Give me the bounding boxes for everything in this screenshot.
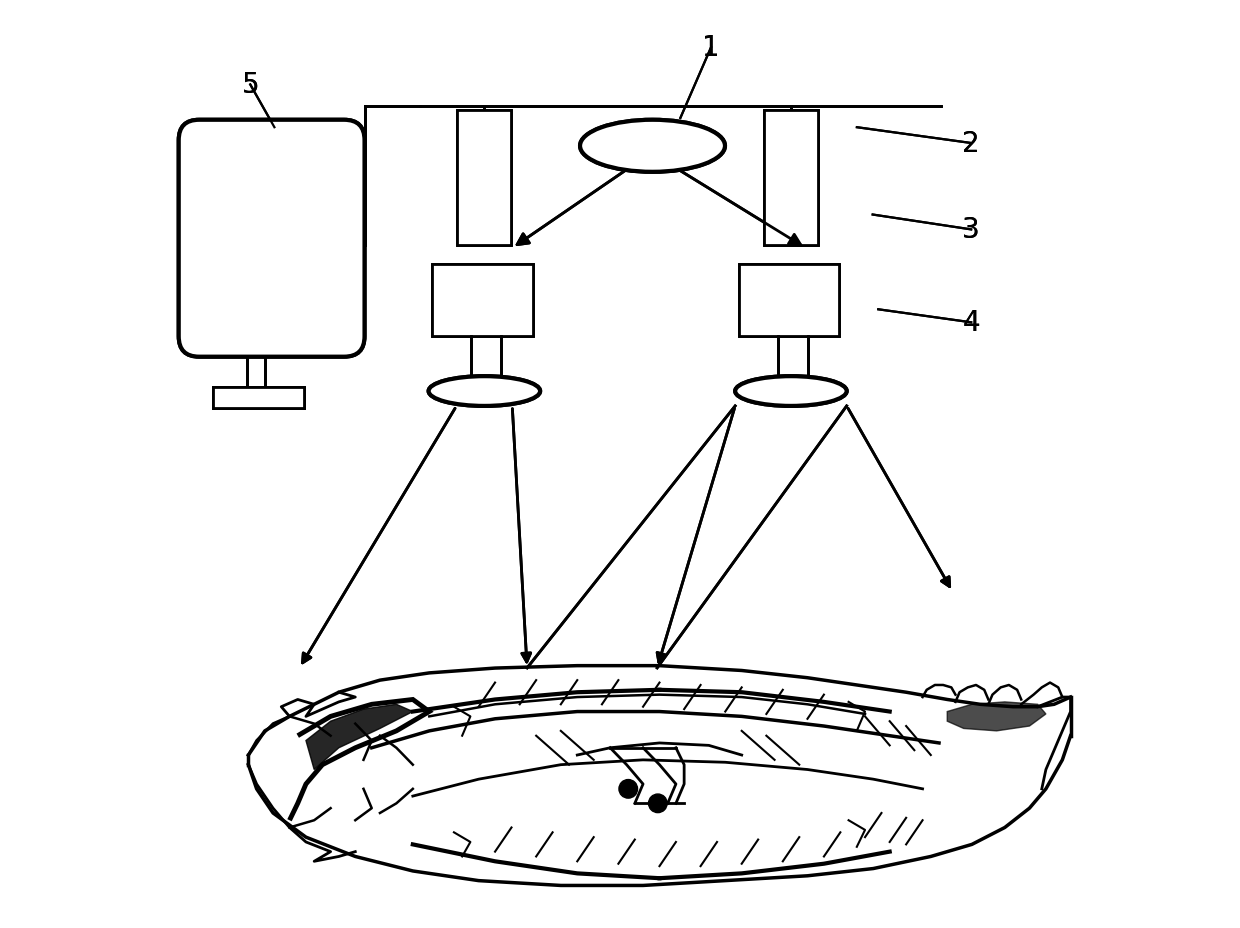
Circle shape xyxy=(649,794,667,813)
Bar xyxy=(213,388,304,408)
Text: 3: 3 xyxy=(962,216,980,244)
Text: 1: 1 xyxy=(702,34,720,62)
Polygon shape xyxy=(306,704,413,769)
Bar xyxy=(433,264,533,337)
Text: 5: 5 xyxy=(242,71,259,99)
FancyBboxPatch shape xyxy=(179,121,365,357)
Ellipse shape xyxy=(580,121,725,173)
Bar xyxy=(213,388,304,408)
Bar xyxy=(213,388,304,408)
Ellipse shape xyxy=(735,377,847,406)
Bar xyxy=(764,111,818,246)
Text: 2: 2 xyxy=(962,130,980,158)
Bar xyxy=(764,111,818,246)
Bar xyxy=(458,111,511,246)
Text: 5: 5 xyxy=(242,71,259,99)
Ellipse shape xyxy=(735,377,847,406)
Bar xyxy=(739,264,839,337)
Bar xyxy=(739,264,839,337)
FancyBboxPatch shape xyxy=(179,121,365,357)
Bar xyxy=(458,111,511,246)
Ellipse shape xyxy=(429,377,541,406)
Text: 4: 4 xyxy=(962,309,980,337)
Ellipse shape xyxy=(429,377,541,406)
Text: 1: 1 xyxy=(702,34,720,62)
Text: 3: 3 xyxy=(962,216,980,244)
Ellipse shape xyxy=(580,121,725,173)
Text: 2: 2 xyxy=(962,130,980,158)
Circle shape xyxy=(619,780,637,798)
Polygon shape xyxy=(248,666,1070,885)
Text: 4: 4 xyxy=(962,309,980,337)
Bar xyxy=(433,264,533,337)
Polygon shape xyxy=(947,702,1045,731)
